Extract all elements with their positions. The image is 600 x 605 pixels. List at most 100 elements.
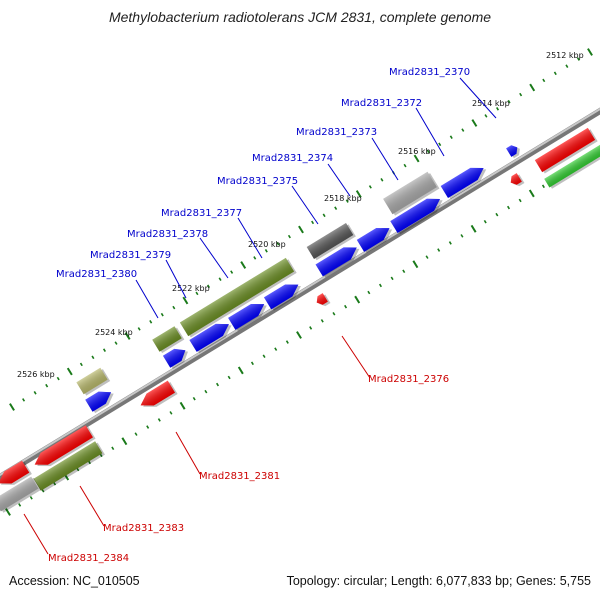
tick-minor	[334, 206, 338, 210]
tick-minor	[426, 149, 430, 154]
tick-minor	[137, 327, 141, 331]
tick-minor	[449, 135, 453, 139]
tick-minor	[87, 460, 91, 465]
gene-label-2381[interactable]: Mrad2831_2381	[199, 471, 280, 482]
gene-label-2376[interactable]: Mrad2831_2376	[368, 374, 449, 385]
map-title: Methylobacterium radiotolerans JCM 2831,…	[108, 9, 492, 25]
gene-block-2379[interactable]	[189, 317, 235, 354]
gene-block-green-right[interactable]	[544, 144, 600, 190]
gene-block-2370[interactable]	[506, 142, 522, 159]
gene-label-2380[interactable]: Mrad2831_2380	[56, 269, 137, 280]
kbp-label-2522: 2522 kbp	[172, 284, 210, 293]
leader-line-2375	[291, 185, 319, 225]
gene-block-2381[interactable]	[137, 380, 178, 414]
tick-major	[529, 83, 536, 92]
gene-block-2374[interactable]	[356, 221, 396, 254]
tick-minor	[45, 383, 49, 388]
gene-block-2380[interactable]	[152, 325, 185, 354]
tick-minor	[79, 362, 83, 367]
gene-block-2375[interactable]	[306, 222, 356, 261]
gene-label-2372[interactable]: Mrad2831_2372	[341, 98, 422, 109]
gene-block-2376[interactable]	[314, 292, 331, 309]
tick-major	[354, 295, 361, 304]
gene-label-2377[interactable]: Mrad2831_2377	[161, 208, 242, 219]
gene-block-blue-left[interactable]	[85, 385, 117, 414]
leader-line-2378	[199, 237, 229, 279]
gene-block-2378[interactable]	[228, 297, 270, 332]
kbp-labels: 2512 kbp 2514 kbp 2516 kbp 2518 kbp 2520…	[17, 51, 584, 379]
leader-line-2380	[135, 279, 159, 319]
gene-block-2382[interactable]	[31, 425, 96, 473]
tick-minor	[438, 142, 442, 147]
gene-block-2377[interactable]	[179, 257, 297, 338]
tick-minor	[311, 220, 315, 225]
tick-minor	[207, 284, 211, 289]
tick-minor	[276, 241, 280, 246]
tick-minor	[542, 78, 546, 83]
leader-line-2377	[237, 217, 263, 259]
tick-minor	[484, 114, 488, 118]
tick-minor	[403, 163, 407, 168]
tick-minor	[378, 283, 382, 288]
gene-block-2384[interactable]	[0, 476, 42, 514]
gene-block-2375b[interactable]	[315, 241, 363, 279]
tick-major	[9, 403, 15, 411]
tick-minor	[332, 311, 336, 316]
gene-block-2383[interactable]	[33, 440, 105, 493]
gene-block-olive-pale[interactable]	[76, 367, 111, 396]
tick-minor	[553, 71, 557, 76]
tick-minor	[448, 241, 452, 245]
kbp-label-2512: 2512 kbp	[546, 51, 584, 60]
tick-minor	[274, 347, 278, 351]
tick-minor	[285, 340, 289, 344]
tick-minor	[507, 205, 511, 210]
tick-minor	[29, 496, 33, 500]
gene-label-2373[interactable]: Mrad2831_2373	[296, 127, 377, 138]
tick-minor	[160, 312, 164, 317]
tick-minor	[368, 185, 372, 189]
gene-label-2375[interactable]: Mrad2831_2375	[217, 176, 298, 187]
tick-major	[298, 225, 304, 234]
gene-block-red-edge[interactable]	[0, 460, 32, 492]
tick-major	[587, 48, 593, 56]
tick-minor	[33, 391, 37, 395]
tick-major	[124, 332, 131, 340]
leader-line-2376	[341, 335, 371, 379]
gene-label-2378[interactable]: Mrad2831_2378	[127, 229, 208, 240]
tick-minor	[18, 503, 22, 507]
gene-block-2373[interactable]	[383, 171, 440, 216]
gene-labels-top: Mrad2831_2370 Mrad2831_2372 Mrad2831_237…	[56, 67, 470, 280]
accession-text: Accession: NC_010505	[9, 574, 140, 588]
tick-minor	[56, 376, 60, 381]
gene-block-2373b[interactable]	[390, 192, 446, 235]
tick-minor	[102, 348, 106, 352]
gene-block-red-right[interactable]	[534, 127, 598, 174]
tick-minor	[380, 178, 384, 182]
gene-label-2370[interactable]: Mrad2831_2370	[389, 67, 470, 78]
tick-minor	[576, 57, 580, 61]
gene-block-small-red[interactable]	[508, 172, 525, 189]
tick-minor	[425, 255, 429, 259]
gene-label-2384[interactable]: Mrad2831_2384	[48, 553, 129, 564]
gene-block-2372[interactable]	[440, 161, 490, 200]
gene-block-2377b[interactable]	[263, 278, 305, 312]
tick-minor	[518, 198, 522, 203]
leader-line-2373	[371, 137, 399, 181]
tick-minor	[483, 219, 487, 224]
gene-label-2383[interactable]: Mrad2831_2383	[103, 523, 184, 534]
kbp-label-2518: 2518 kbp	[324, 194, 362, 203]
gene-label-2374[interactable]: Mrad2831_2374	[252, 153, 333, 164]
tick-minor	[227, 375, 231, 380]
tick-minor	[134, 432, 138, 436]
tick-minor	[264, 249, 268, 253]
tick-major	[296, 331, 302, 339]
gene-label-2379[interactable]: Mrad2831_2379	[90, 250, 171, 261]
tick-track-outer	[9, 48, 593, 411]
tick-major	[121, 437, 128, 446]
tick-minor	[41, 488, 45, 493]
tick-minor	[195, 291, 199, 296]
gene-block-2380b[interactable]	[162, 344, 192, 370]
tick-major	[528, 189, 535, 198]
tick-minor	[495, 212, 499, 217]
